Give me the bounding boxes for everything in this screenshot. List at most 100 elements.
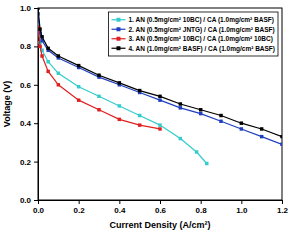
y-tick-label: 0.2 bbox=[20, 158, 32, 167]
series-marker bbox=[118, 81, 121, 84]
y-tick-mark bbox=[34, 200, 38, 201]
y-tick-mark bbox=[34, 85, 38, 86]
legend-label: 2. AN (0.5mg/cm² JNTG) / CA (1.0mg/cm² B… bbox=[128, 26, 274, 34]
series-marker bbox=[138, 114, 141, 117]
y-tick-mark bbox=[34, 162, 38, 163]
series bbox=[38, 8, 282, 138]
x-tick: 0.2 bbox=[74, 200, 86, 215]
series-marker bbox=[240, 127, 243, 130]
series-marker bbox=[38, 8, 40, 10]
legend-entry: 1. AN (0.5mg/cm² 10BC) / CA (1.0mg/cm² B… bbox=[111, 16, 273, 24]
plot: 0.0 0.2 0.4 0.6 0.8 1.0 1.2 0.0 0.2 0.4 0.6 0.8 1.0 1… bbox=[20, 4, 289, 215]
y-tick-label: 0.0 bbox=[20, 196, 32, 205]
x-tick: 0.8 bbox=[196, 200, 208, 215]
series-marker bbox=[40, 35, 43, 38]
legend-entry: 2. AN (0.5mg/cm² JNTG) / CA (1.0mg/cm² B… bbox=[111, 26, 274, 34]
series-marker bbox=[195, 150, 198, 153]
x-tick-label: 1.0 bbox=[236, 206, 248, 215]
y-axis: 0.0 0.2 0.4 0.6 0.8 1.0 bbox=[20, 4, 39, 205]
series-marker bbox=[57, 72, 60, 75]
y-axis-line bbox=[34, 9, 39, 201]
series-marker bbox=[219, 120, 222, 123]
series-marker bbox=[138, 89, 141, 92]
series-marker bbox=[158, 123, 161, 126]
series-marker bbox=[77, 64, 80, 67]
x-tick: 0.4 bbox=[114, 200, 126, 215]
x-tick-mark bbox=[201, 200, 202, 204]
y-tick: 0.0 bbox=[20, 196, 38, 205]
series-marker bbox=[77, 98, 80, 101]
series-group bbox=[38, 8, 282, 165]
legend: 1. AN (0.5mg/cm² 10BC) / CA (1.0mg/cm² B… bbox=[108, 12, 278, 56]
x-axis-line bbox=[39, 201, 283, 205]
y-tick-mark bbox=[34, 46, 38, 47]
plot-frame bbox=[38, 8, 282, 200]
series-marker bbox=[219, 114, 222, 117]
series-marker bbox=[57, 83, 60, 86]
y-tick-mark bbox=[34, 123, 38, 124]
legend-label: 3. AN (0.5mg/cm² 10BC) / CA (1.0mg/cm² 1… bbox=[128, 35, 272, 43]
series-marker bbox=[77, 85, 80, 88]
series-marker bbox=[199, 108, 202, 111]
x-axis-title: Current Density (A/cm²) bbox=[109, 220, 210, 230]
chart: 0.0 0.2 0.4 0.6 0.8 1.0 1.2 0.0 0.2 0.4 0.6 0.8 1.0 1… bbox=[0, 0, 290, 234]
series-marker bbox=[46, 47, 49, 50]
series-marker bbox=[46, 60, 49, 63]
y-tick: 0.6 bbox=[20, 81, 38, 90]
x-tick: 1.2 bbox=[277, 200, 289, 215]
series-marker bbox=[97, 73, 100, 76]
legend-marker bbox=[116, 37, 120, 41]
series-marker bbox=[97, 95, 100, 98]
y-tick: 0.8 bbox=[20, 42, 38, 51]
y-tick: 1.0 bbox=[20, 4, 38, 13]
series-marker bbox=[38, 27, 41, 30]
legend-entry: 4. AN (1.0mg/cm² BASF) / CA (1.0mg/cm² B… bbox=[111, 45, 275, 53]
legend-entry: 3. AN (0.5mg/cm² 10BC) / CA (1.0mg/cm² 1… bbox=[111, 35, 272, 43]
series bbox=[38, 12, 282, 146]
x-tick-label: 0.2 bbox=[74, 206, 86, 215]
x-tick-label: 0.0 bbox=[33, 206, 45, 215]
series-marker bbox=[199, 112, 202, 115]
series-marker bbox=[38, 45, 41, 48]
y-tick-label: 0.8 bbox=[20, 42, 32, 51]
x-tick-mark bbox=[160, 200, 161, 204]
y-tick-label: 1.0 bbox=[20, 4, 32, 13]
legend-box bbox=[108, 12, 278, 56]
series-line bbox=[38, 8, 282, 137]
series-marker bbox=[179, 137, 182, 140]
y-tick: 0.4 bbox=[20, 119, 38, 128]
legend-label: 4. AN (1.0mg/cm² BASF) / CA (1.0mg/cm² B… bbox=[128, 45, 275, 53]
series-marker bbox=[260, 127, 263, 130]
x-tick-label: 0.4 bbox=[114, 206, 126, 215]
series-marker bbox=[118, 104, 121, 107]
x-tick-label: 0.6 bbox=[155, 206, 167, 215]
x-axis: 0.0 0.2 0.4 0.6 0.8 1.0 1.2 bbox=[33, 200, 289, 215]
series-marker bbox=[179, 106, 182, 109]
series-marker bbox=[138, 123, 141, 126]
series-marker bbox=[158, 127, 161, 130]
y-tick-label: 0.4 bbox=[20, 119, 32, 128]
series-marker bbox=[280, 143, 282, 146]
y-tick-mark bbox=[34, 8, 38, 9]
x-tick-mark bbox=[119, 200, 120, 204]
x-tick-mark bbox=[79, 200, 80, 204]
x-tick: 0.6 bbox=[155, 200, 167, 215]
y-axis-title: Voltage (V) bbox=[2, 81, 12, 127]
series-marker bbox=[97, 108, 100, 111]
series-marker bbox=[240, 121, 243, 124]
legend-marker bbox=[116, 46, 120, 50]
x-tick: 0.0 bbox=[33, 200, 45, 215]
x-tick-label: 1.2 bbox=[277, 206, 289, 215]
series-marker bbox=[205, 162, 208, 165]
y-tick-label: 0.6 bbox=[20, 81, 32, 90]
series-marker bbox=[280, 135, 282, 138]
legend-marker bbox=[116, 18, 120, 22]
series-marker bbox=[40, 54, 43, 57]
legend-label: 1. AN (0.5mg/cm² 10BC) / CA (1.0mg/cm² B… bbox=[128, 16, 273, 24]
series-marker bbox=[118, 118, 121, 121]
legend-marker bbox=[116, 27, 120, 31]
x-tick-mark bbox=[282, 200, 283, 204]
series-marker bbox=[158, 98, 161, 101]
series-marker bbox=[260, 135, 263, 138]
series-marker bbox=[46, 70, 49, 73]
